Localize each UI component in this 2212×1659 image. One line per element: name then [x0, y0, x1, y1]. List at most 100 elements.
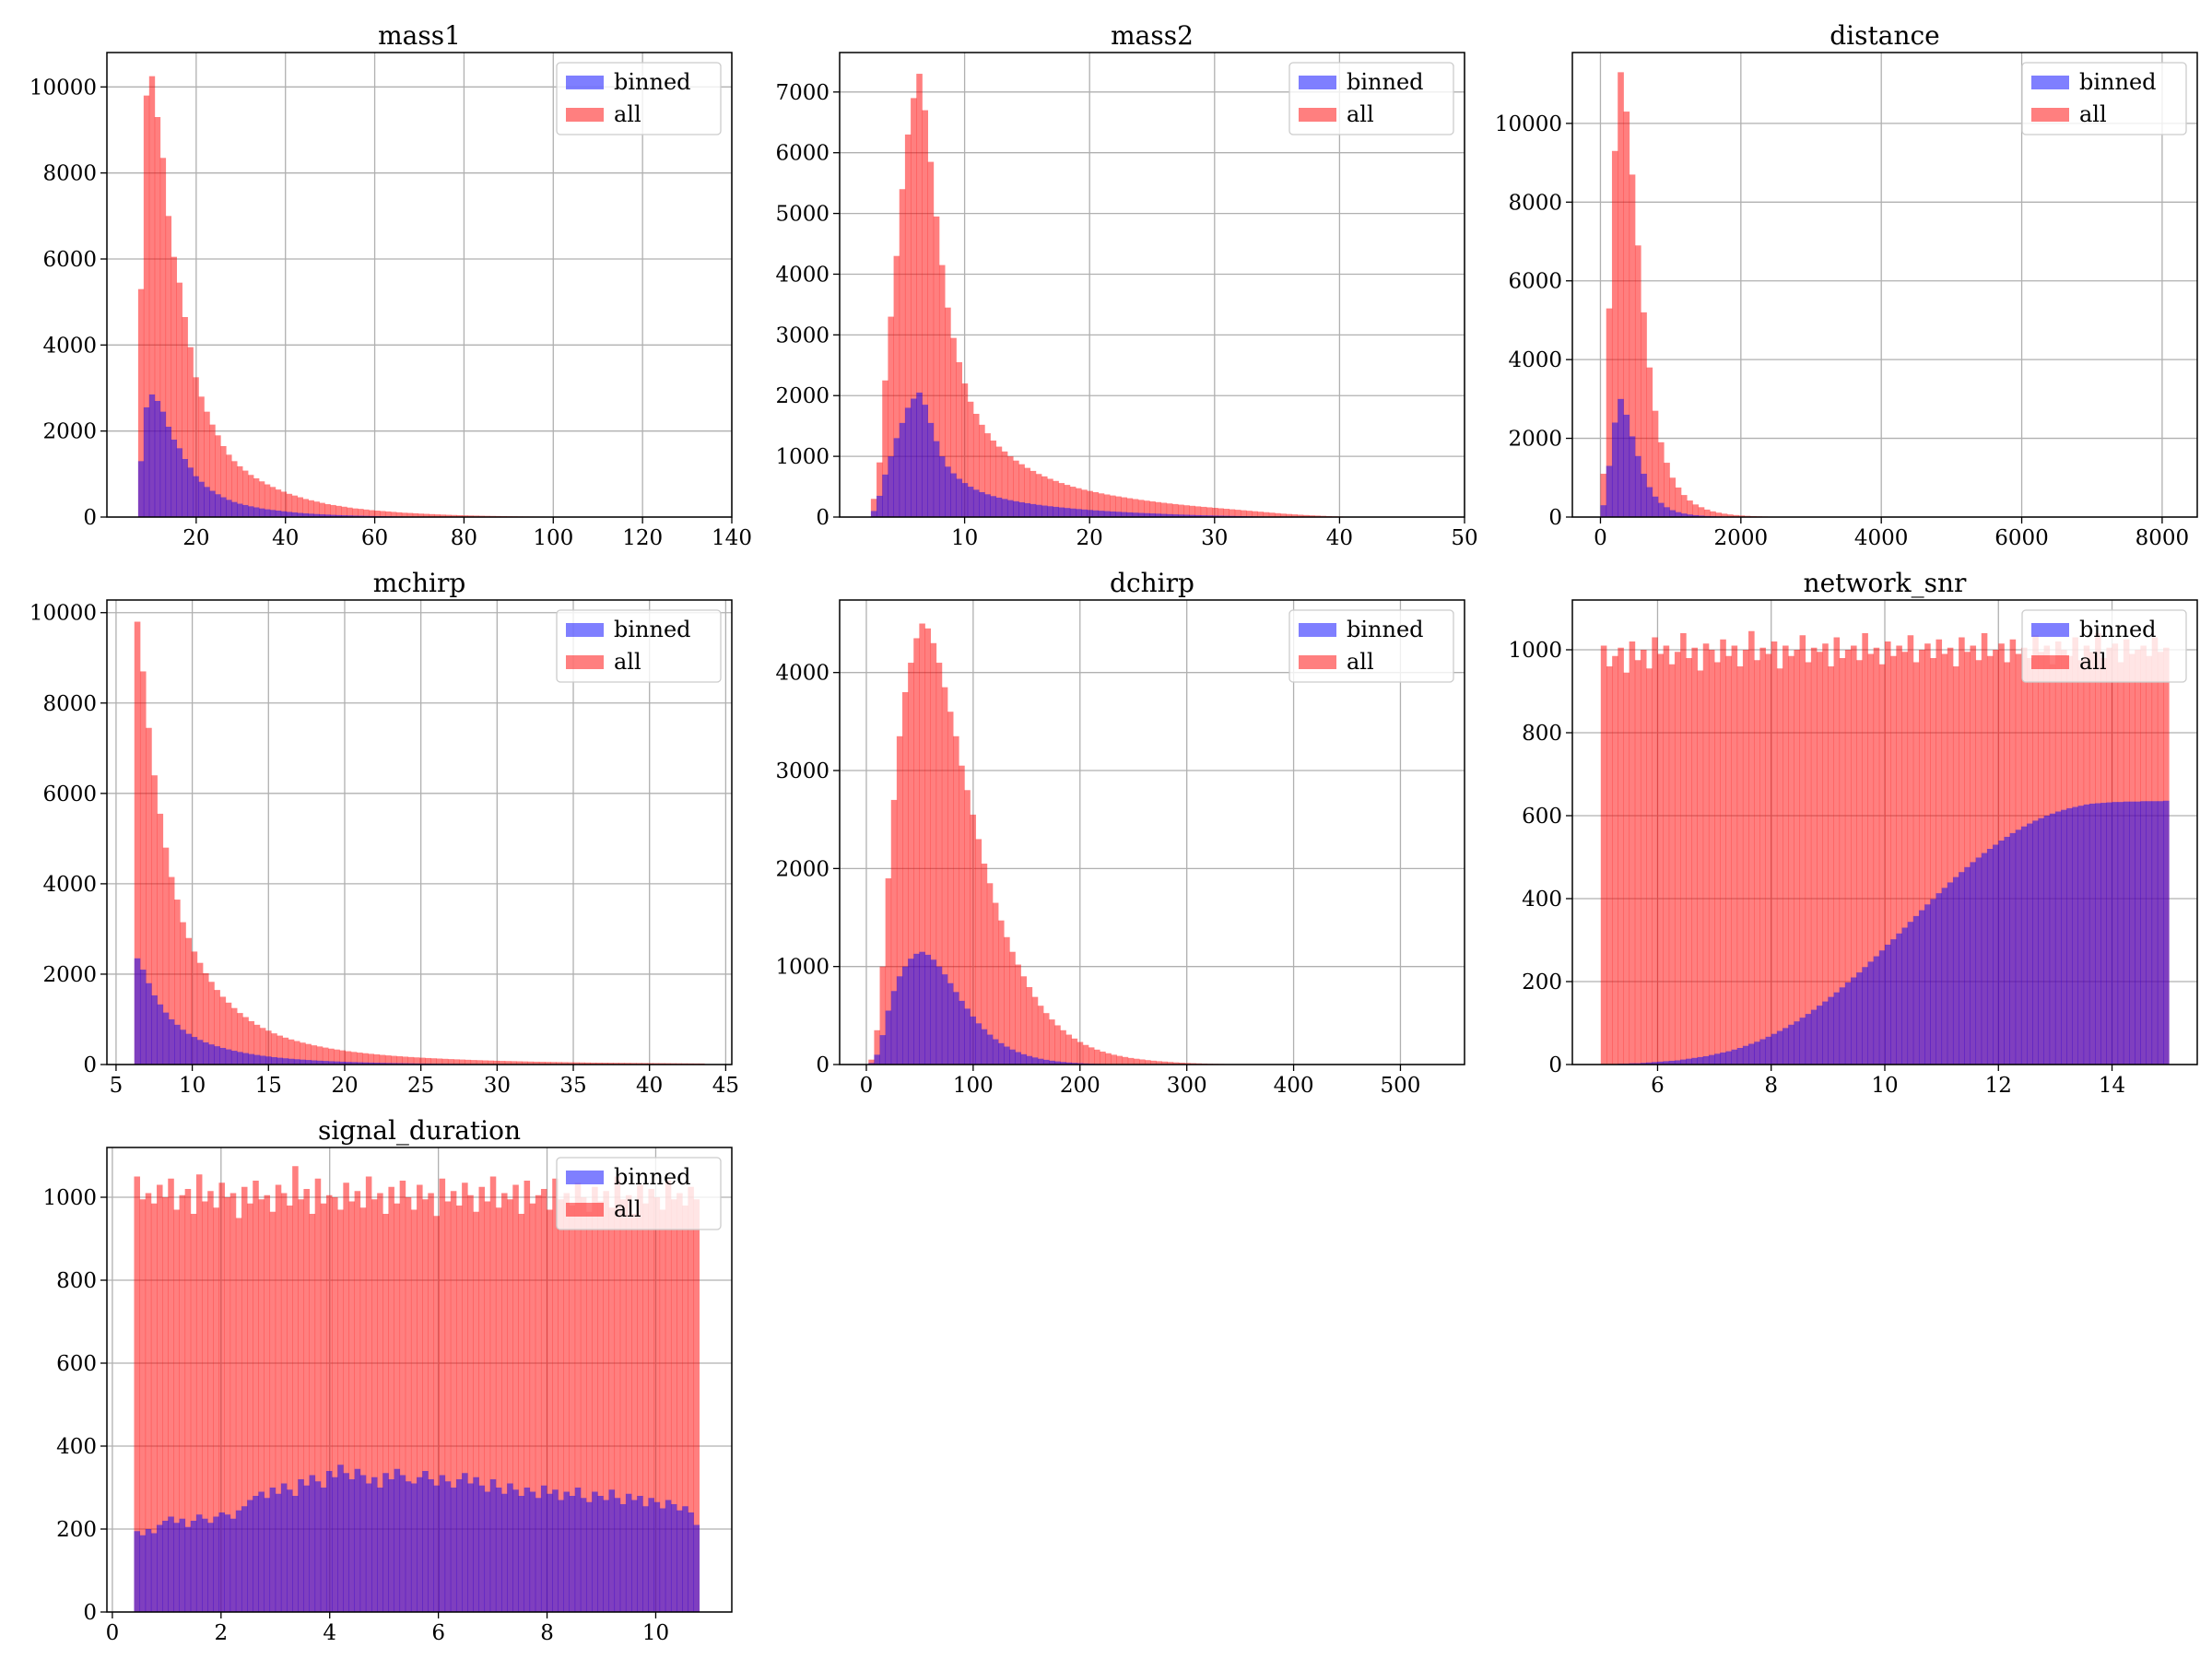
bar-all [209, 424, 216, 517]
bar-all [1640, 650, 1647, 1065]
bar-all [467, 515, 474, 517]
bar-all [592, 1186, 598, 1612]
bar-all [601, 1063, 608, 1065]
legend: binned all [1288, 609, 1454, 683]
bar-binned [224, 1514, 231, 1612]
bar-binned [1878, 950, 1886, 1065]
bar-all [1030, 470, 1037, 517]
bar-all [1652, 637, 1658, 1065]
bar-binned [150, 1533, 158, 1612]
bar-all [603, 1191, 609, 1612]
bar-binned [1731, 1049, 1738, 1065]
bar-all [365, 1176, 372, 1612]
bar-binned [478, 1485, 486, 1612]
bar-all [1878, 664, 1886, 1065]
bar-binned [2151, 801, 2159, 1065]
bar-all [401, 512, 408, 517]
bar-all [1024, 467, 1031, 517]
bar-binned [1783, 1028, 1789, 1065]
bar-binned [214, 1046, 220, 1065]
bar-binned [1098, 511, 1105, 517]
bar-binned [547, 1493, 553, 1612]
bar-all [428, 1193, 434, 1612]
bar-all [419, 1057, 426, 1065]
bar-all [1076, 488, 1082, 517]
bar-all [405, 1197, 412, 1612]
bar-all [322, 1047, 329, 1065]
bar-all [348, 1201, 356, 1612]
bar-all [979, 424, 985, 517]
bar-binned [2163, 800, 2170, 1065]
bar-all [1257, 512, 1265, 517]
bar-all [567, 1062, 574, 1065]
bar-binned [975, 1023, 982, 1065]
bar-all [187, 347, 194, 517]
legend-swatch-binned [2031, 623, 2069, 637]
bar-all [619, 1199, 627, 1612]
bar-all [1082, 1044, 1089, 1065]
bar-all [334, 1049, 340, 1065]
bar-all [1308, 515, 1315, 517]
bar-binned [253, 1496, 259, 1612]
bar-binned [1799, 1018, 1806, 1065]
bar-binned [1065, 1062, 1072, 1065]
chart-title: mass1 [378, 20, 461, 51]
bar-binned [896, 976, 903, 1065]
x-tick-label: 8000 [2136, 526, 2190, 550]
bar-all [1663, 645, 1670, 1065]
bar-all [1634, 660, 1641, 1065]
bar-binned [1918, 910, 1925, 1065]
bar-all [1669, 477, 1677, 517]
chart-panel-signal_duration: 0 2 4 6 8 10 0 200 400 600 800 1000 signal_durationb… [42, 1115, 733, 1645]
bar-all [1736, 666, 1744, 1065]
bar-all [1810, 647, 1818, 1065]
x-tick-label: 15 [255, 1074, 282, 1098]
bar-all [363, 509, 370, 517]
bar-binned [1970, 862, 1977, 1065]
bar-binned [1087, 510, 1093, 517]
bar-all [938, 265, 946, 517]
bar-all [1833, 637, 1841, 1065]
series-binned [134, 1465, 700, 1612]
bar-all [225, 1002, 232, 1065]
bar-all [992, 902, 999, 1065]
bar-all [325, 1194, 333, 1612]
bar-all [215, 435, 221, 517]
bar-all [1172, 1062, 1180, 1065]
bar-binned [995, 497, 1003, 517]
bar-binned [1702, 1056, 1710, 1065]
chart-panel-mass2: 10 20 30 40 50 0 1000 2000 3000 4000 5000 6000 7000 m… [775, 20, 1477, 550]
bar-all [902, 691, 909, 1065]
legend-swatch-binned [566, 1171, 604, 1184]
bar-binned [507, 1483, 513, 1612]
bar-all [967, 401, 974, 517]
bar-all [1144, 500, 1150, 517]
bar-all [467, 1194, 474, 1612]
bar-all [264, 484, 271, 517]
bar-binned [1736, 1048, 1744, 1065]
bar-all [868, 1059, 875, 1065]
legend-swatch-binned [566, 623, 604, 637]
bar-all [927, 161, 935, 517]
bar-all [226, 454, 232, 517]
bar-binned [146, 982, 152, 1065]
bar-binned [1200, 515, 1207, 517]
bar-binned [229, 1518, 237, 1612]
bar-all [1788, 655, 1794, 1065]
bar-all [417, 1184, 423, 1612]
bar-all [956, 362, 963, 517]
bar-all [399, 1181, 406, 1612]
bar-binned [269, 1488, 276, 1612]
bar-binned [1993, 844, 1999, 1065]
bar-all [1862, 633, 1868, 1065]
bar-binned [337, 1465, 344, 1612]
bar-all [1094, 1049, 1100, 1065]
bar-binned [473, 1477, 479, 1612]
bar-binned [235, 1510, 242, 1612]
bar-all [590, 1062, 597, 1065]
bar-all [1822, 643, 1829, 1065]
bar-all [1015, 964, 1021, 1065]
x-tick-label: 80 [451, 526, 477, 550]
bar-all [473, 515, 479, 517]
bar-all [191, 951, 198, 1065]
